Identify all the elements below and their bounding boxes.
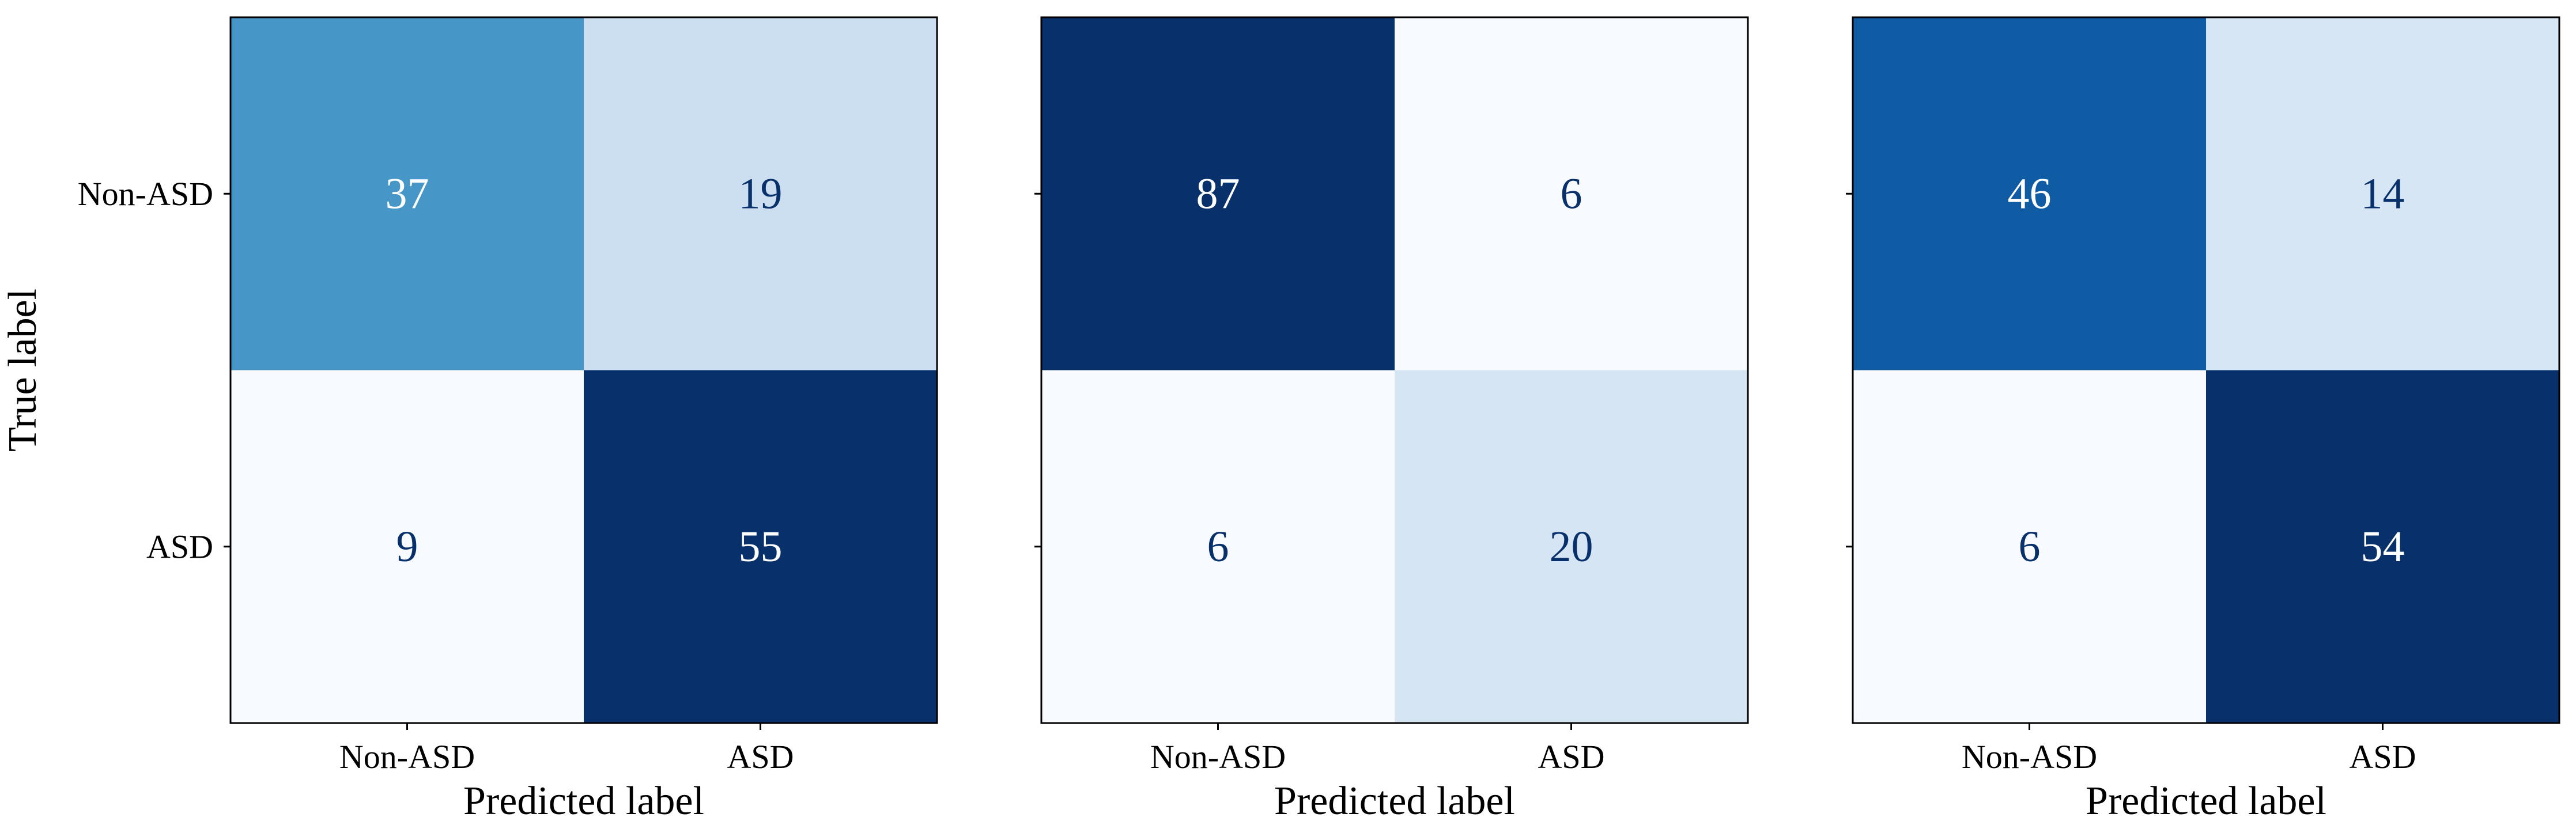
- plot-frame: [1852, 16, 2560, 724]
- matrix-cell: [584, 17, 937, 370]
- cell-value-label: 46: [2008, 169, 2052, 218]
- matrix-cell: [1041, 17, 1395, 370]
- confusion-matrix-panel-3: 46 14 6 54 Non-ASD ASD Predicted label: [1846, 16, 2560, 823]
- x-tick-label: Non-ASD: [339, 738, 475, 775]
- cell-value-label: 6: [1561, 169, 1582, 218]
- cell-value-label: 6: [2019, 523, 2041, 571]
- cell-value-label: 9: [396, 523, 418, 571]
- plot-frame: [1040, 16, 1749, 724]
- x-tick-label: Non-ASD: [1962, 738, 2097, 775]
- cell-value-label: 20: [1550, 523, 1593, 571]
- y-tick-label: ASD: [146, 528, 213, 565]
- x-tick-label: ASD: [1538, 738, 1604, 775]
- x-tick-label: ASD: [2349, 738, 2416, 775]
- x-tick-label: ASD: [727, 738, 794, 775]
- cell-value-label: 54: [2361, 523, 2405, 571]
- cell-value-label: 87: [1196, 169, 1240, 218]
- plot-frame: [229, 16, 938, 724]
- confusion-matrix-panel-2: 87 6 6 20 Non-ASD ASD Predicted label: [1034, 16, 1749, 823]
- cell-value-label: 19: [739, 169, 783, 218]
- matrix-cell: [231, 17, 584, 370]
- confusion-matrix-panel-1: 37 19 9 55 Non-ASD ASD Non-ASD ASD Predicted lab…: [1, 16, 938, 823]
- cell-value-label: 55: [739, 523, 783, 571]
- matrix-cell: [2206, 17, 2559, 370]
- matrix-cell: [1041, 370, 1395, 723]
- x-axis-title: Predicted label: [1274, 779, 1515, 823]
- x-axis-title: Predicted label: [2086, 779, 2326, 823]
- x-axis-title: Predicted label: [463, 779, 704, 823]
- matrix-cell: [231, 370, 584, 723]
- matrix-cell: [1853, 17, 2206, 370]
- x-tick-label: Non-ASD: [1150, 738, 1286, 775]
- y-tick-label: Non-ASD: [78, 175, 213, 213]
- matrix-cell: [584, 370, 937, 723]
- matrix-cell: [1395, 17, 1748, 370]
- matrix-cell: [1853, 370, 2206, 723]
- cell-value-label: 6: [1207, 523, 1229, 571]
- matrix-cell: [1395, 370, 1748, 723]
- y-axis-title: True label: [1, 289, 45, 452]
- cell-value-label: 37: [386, 169, 429, 218]
- cell-value-label: 14: [2361, 169, 2405, 218]
- matrix-cell: [2206, 370, 2559, 723]
